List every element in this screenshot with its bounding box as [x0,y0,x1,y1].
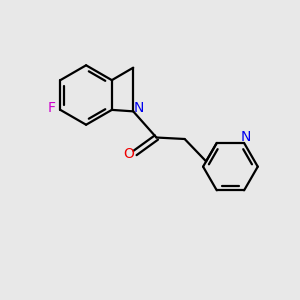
Text: O: O [124,148,134,161]
Text: N: N [240,130,251,144]
Text: N: N [134,101,144,116]
Text: F: F [48,101,56,116]
